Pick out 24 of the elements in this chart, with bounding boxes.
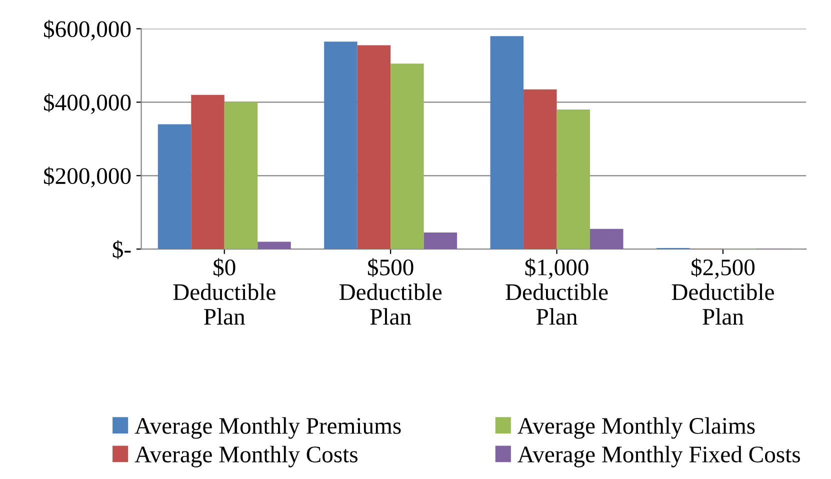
x-tick-label: $2,500 Deductible Plan [672,258,774,325]
legend-label: Average Monthly Claims [518,417,755,439]
bar [424,232,458,250]
bar [191,94,224,250]
bar [224,102,258,250]
x-tick-label: $1,000 Deductible Plan [506,258,608,325]
bar [524,89,557,250]
x-tick-label: $0 Deductible Plan [173,258,276,325]
legend-label: Average Monthly Fixed Costs [518,446,800,468]
bar [490,36,524,250]
bar [357,45,391,250]
y-tick-label: $200,000 [44,166,131,188]
x-tick-label: $500 Deductible Plan [339,258,442,325]
legend-label: Average Monthly Costs [134,446,358,468]
bar [158,124,192,250]
y-tick-label: $600,000 [44,20,131,41]
bar [590,228,624,250]
legend-label: Average Monthly Premiums [134,417,401,439]
bar [390,64,424,250]
y-tick-label: $- [112,240,131,260]
y-tick-label: $400,000 [44,93,131,114]
bar [556,110,590,250]
bar [258,242,291,250]
bar [324,42,358,250]
